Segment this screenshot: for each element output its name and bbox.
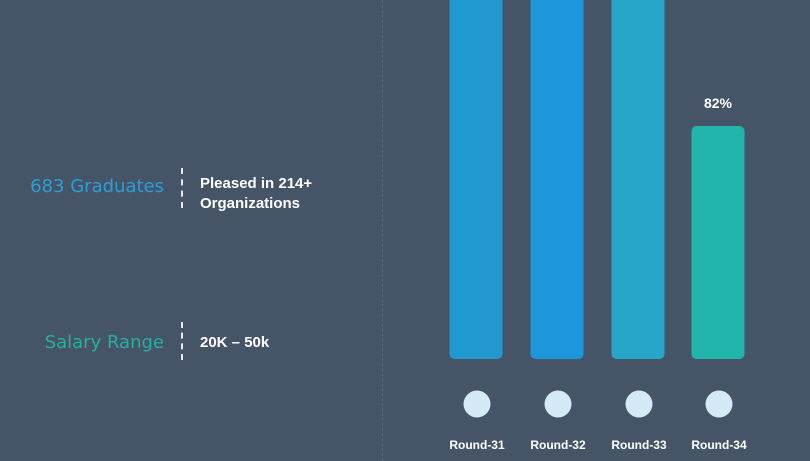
salary-label: Salary Range xyxy=(44,332,164,353)
graduates-label: 683 Graduates xyxy=(30,176,164,197)
marker-dot-round-33 xyxy=(625,390,653,418)
bar-round-33 xyxy=(611,0,665,359)
graduates-value-line-1: Pleased in 214+ xyxy=(200,175,313,192)
marker-dot-round-31 xyxy=(463,390,491,418)
tick-label-round-32: Round-32 xyxy=(530,438,586,452)
bar-round-34 xyxy=(691,126,745,359)
tick-label-round-34: Round-34 xyxy=(691,438,747,452)
data-label-round-34: 82% xyxy=(704,95,733,111)
bar-round-31 xyxy=(449,0,503,359)
salary-separator xyxy=(181,322,183,360)
salary-value: 20K – 50k xyxy=(200,334,270,351)
salary-stat: Salary Range 20K – 50k xyxy=(0,322,380,362)
graduates-value: Pleased in 214+ Organizations xyxy=(200,174,312,214)
marker-dot-round-32 xyxy=(544,390,572,418)
graduates-value-line-2: Organizations xyxy=(200,195,301,212)
graduates-stat: 683 Graduates Pleased in 214+ Organizati… xyxy=(0,168,380,212)
marker-dot-round-34 xyxy=(705,390,733,418)
tick-label-round-31: Round-31 xyxy=(449,438,505,452)
section-divider xyxy=(382,0,383,461)
tick-label-round-33: Round-33 xyxy=(611,438,667,452)
bar-round-32 xyxy=(530,0,584,359)
graduates-separator xyxy=(181,168,183,208)
